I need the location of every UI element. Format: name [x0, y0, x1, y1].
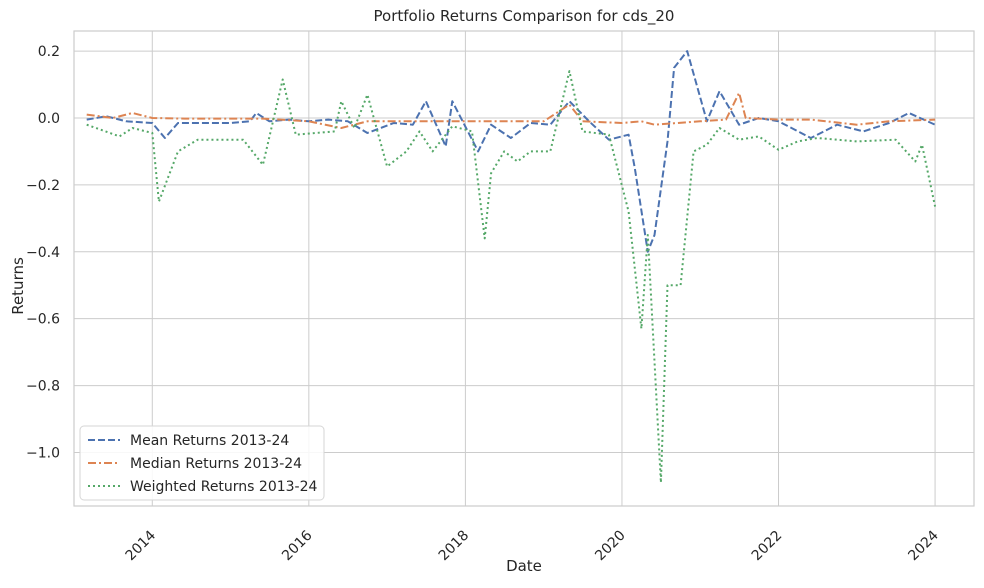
x-tick-label: 2014 — [123, 527, 160, 564]
x-tick-label: 2018 — [436, 528, 473, 565]
y-tick-label: −0.2 — [26, 178, 60, 194]
legend-box — [79, 425, 325, 501]
plot-area: 0.2 0.0 −0.2 −0.4 −0.6 −0.8 −1.0 2014 2016 2018 20… — [26, 30, 975, 565]
x-tick-label: 2016 — [279, 527, 316, 564]
plot-frame — [73, 30, 975, 507]
y-axis-label: Returns — [9, 257, 27, 315]
legend-label: Median Returns 2013-24 — [130, 456, 302, 472]
y-tick-label: −1.0 — [26, 445, 60, 461]
x-tick-label: 2024 — [905, 527, 942, 564]
series-line-2 — [86, 91, 936, 129]
y-tick-label: −0.4 — [26, 245, 60, 261]
y-tick-label: −0.8 — [26, 379, 60, 395]
chart-title: Portfolio Returns Comparison for cds_20 — [374, 7, 675, 26]
y-tick-label: 0.0 — [38, 111, 60, 127]
x-tick-label: 2020 — [592, 528, 629, 565]
series-line-1 — [86, 50, 936, 253]
y-tick-label: −0.6 — [26, 312, 60, 328]
x-axis-label: Date — [506, 557, 542, 575]
x-tick-label: 2022 — [749, 528, 786, 565]
y-tick-label: 0.2 — [38, 44, 60, 60]
legend-label: Mean Returns 2013-24 — [130, 433, 289, 449]
legend-label: Weighted Returns 2013-24 — [130, 479, 318, 495]
